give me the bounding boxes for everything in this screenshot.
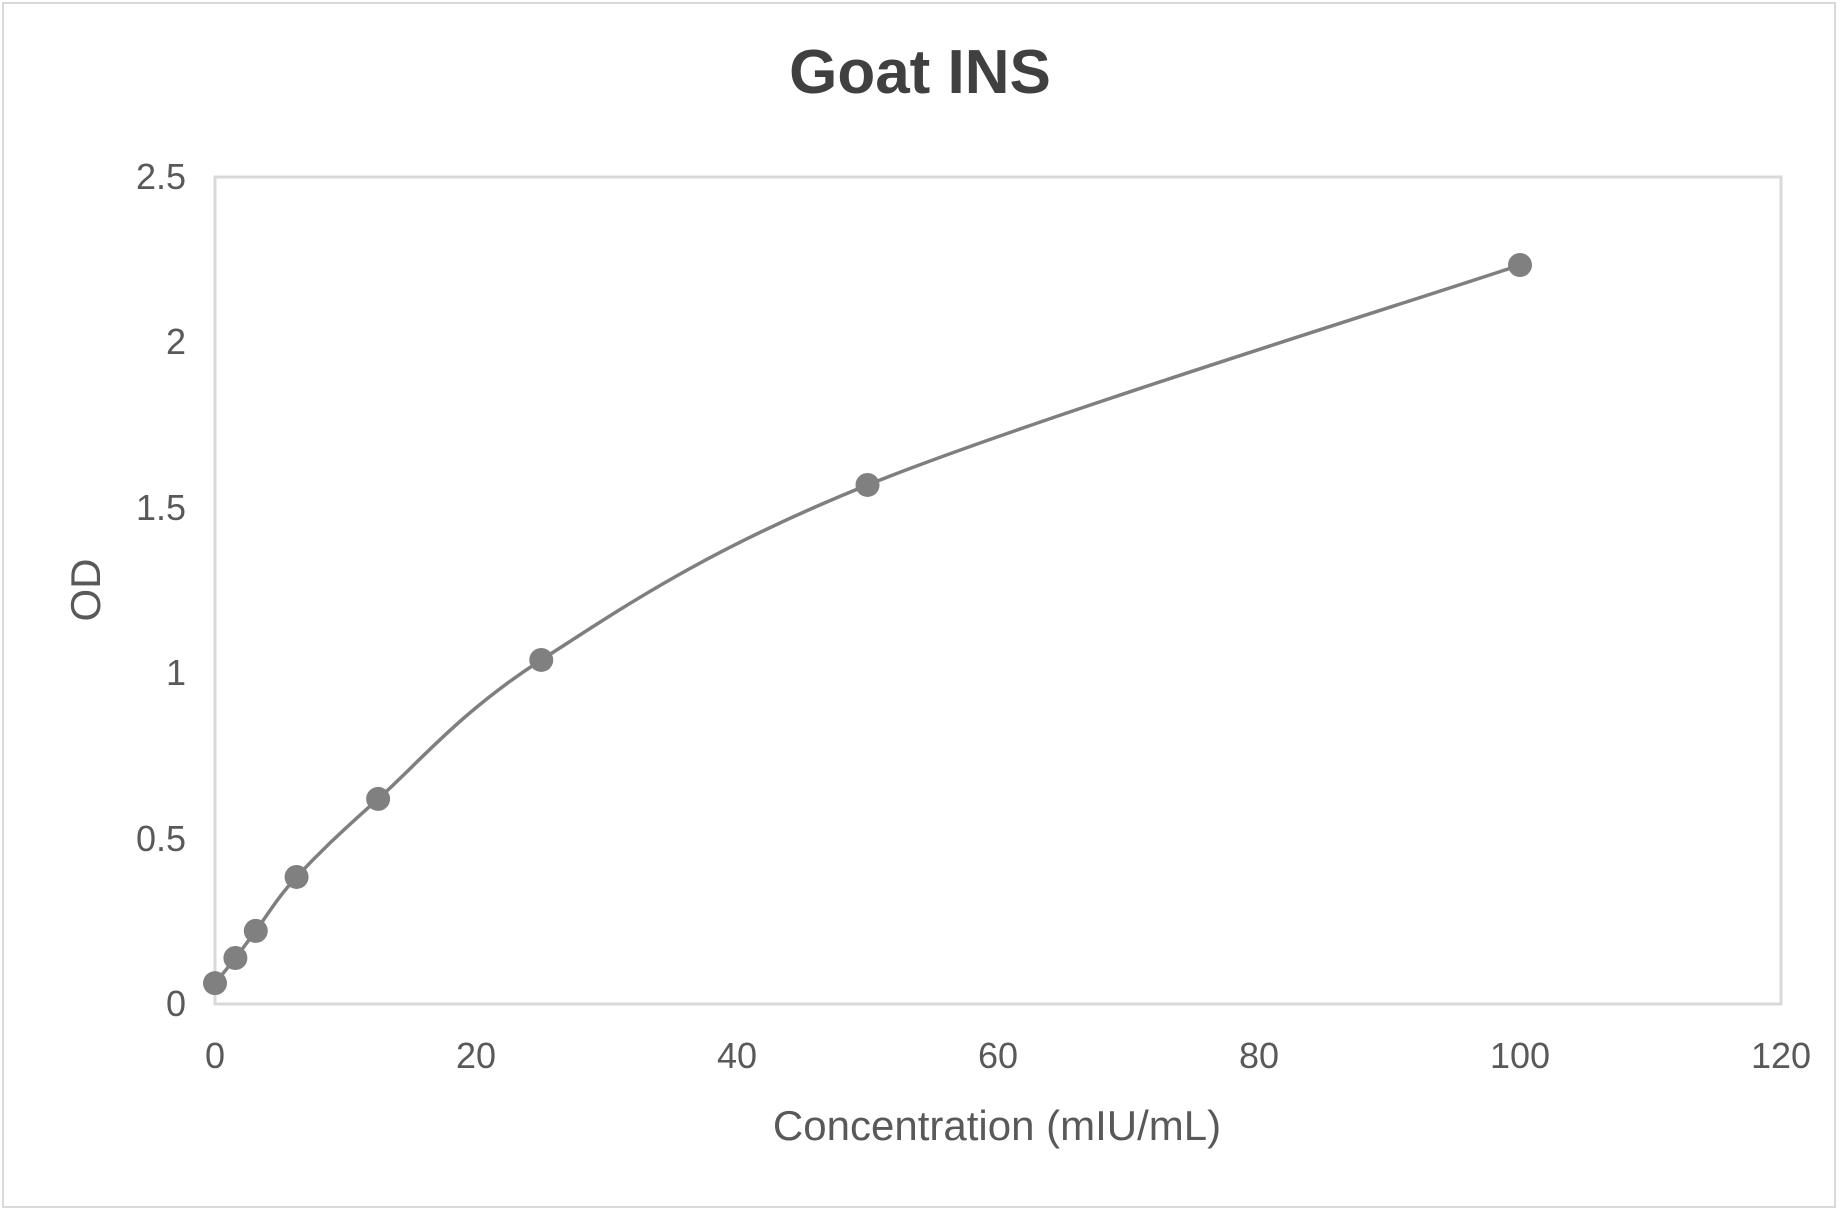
data-point-marker — [243, 918, 268, 943]
y-tick-label: 2 — [165, 321, 186, 362]
plot-border — [213, 175, 1783, 1006]
data-markers — [203, 252, 1532, 996]
data-point-marker — [203, 971, 227, 996]
data-point-marker — [284, 864, 309, 889]
data-point-marker — [366, 786, 391, 811]
y-tick-label: 0 — [165, 983, 186, 1024]
x-tick-label: 40 — [716, 1035, 758, 1076]
x-tick-label: 60 — [977, 1035, 1019, 1076]
x-tick-label: 120 — [1750, 1035, 1812, 1076]
data-point-marker — [855, 472, 880, 497]
x-tick-label: 80 — [1238, 1035, 1280, 1076]
data-point-marker — [223, 946, 248, 971]
data-point-marker — [529, 647, 554, 672]
x-tick-label: 0 — [204, 1035, 226, 1076]
y-tick-label: 1.5 — [135, 487, 186, 528]
y-tick-label: 1 — [165, 652, 186, 693]
y-axis-label: OD — [62, 558, 109, 622]
x-axis-label: Concentration (mIU/mL) — [772, 1102, 1222, 1149]
x-tick-label: 20 — [455, 1035, 497, 1076]
chart-title: Goat INS — [789, 38, 1051, 107]
y-tick-label: 2.5 — [135, 156, 186, 197]
data-line — [213, 263, 1521, 985]
x-tick-label: 100 — [1489, 1035, 1551, 1076]
y-tick-label: 0.5 — [135, 818, 186, 859]
data-point-marker — [1508, 252, 1532, 277]
